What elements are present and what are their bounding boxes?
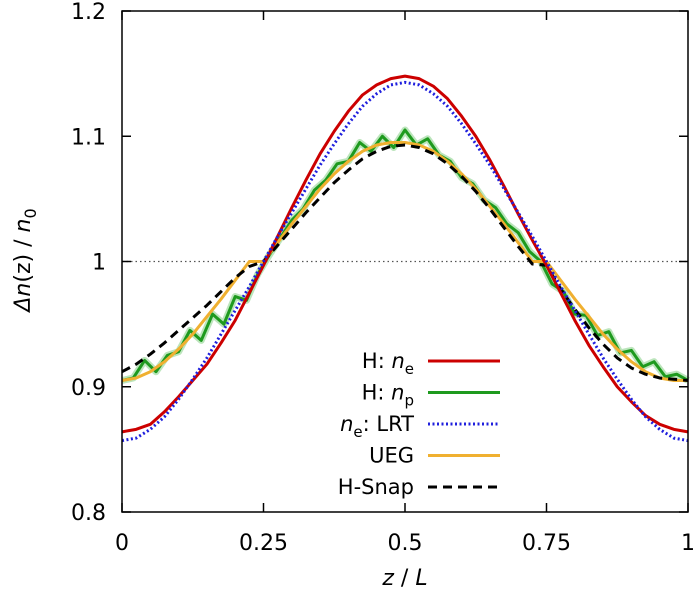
x-tick-label-0-5: 0.5	[388, 531, 423, 556]
y-axis-label-mid: (z) /	[11, 233, 36, 283]
x-tick-label-1: 1	[681, 531, 695, 556]
x-axis-label-var: z	[381, 566, 394, 591]
x-tick-label-0: 0	[115, 531, 129, 556]
legend-label-text: H:	[362, 349, 392, 373]
y-axis-label-delta: Δ	[11, 297, 36, 314]
legend-label-sub: e	[405, 360, 414, 378]
legend-label-suffix: : LRT	[363, 412, 415, 436]
y-tick-label-0-9: 0.9	[71, 376, 106, 401]
series-band-h-np	[121, 126, 690, 384]
series-line-ne-lrt	[121, 80, 689, 443]
series-line-h-np	[121, 128, 689, 382]
legend-label-sub: p	[404, 392, 414, 410]
tick-layer: 0 0.25 0.5 0.75 1 0.8 0.9 1 1.1 1.2	[71, 0, 695, 556]
y-axis-label-sub: 0	[21, 208, 40, 218]
legend-label-text: H-Snap	[338, 475, 414, 499]
legend-label-h-snap: H-Snap	[338, 475, 414, 499]
legend-label-text: H:	[362, 381, 392, 405]
y-tick-label-1-1: 1.1	[71, 125, 106, 150]
legend-label-ne-lrt: ne: LRT	[340, 412, 414, 441]
series-line-h-ne	[121, 74, 689, 434]
y-tick-label-1: 1	[92, 251, 106, 276]
x-axis-label-sep: /	[394, 566, 415, 591]
plot-frame	[121, 10, 689, 513]
y-axis-label: Δn(z) / n0	[11, 208, 40, 313]
y-axis-label-var: n	[11, 283, 36, 297]
legend-label-var: n	[340, 412, 353, 436]
legend-label-h-ne: H: ne	[362, 349, 414, 378]
legend-label-sub: e	[353, 423, 362, 441]
y-axis-label-var2: n	[11, 219, 36, 233]
x-tick-label-0-25: 0.25	[239, 531, 288, 556]
legend-label-var: n	[391, 349, 404, 373]
y-tick-label-0-8: 0.8	[71, 501, 106, 526]
legend-label-h-np: H: np	[362, 381, 414, 410]
series-line-h-snap	[121, 143, 689, 382]
legend-label-text: UEG	[369, 444, 414, 468]
x-axis-label-var2: L	[415, 566, 427, 591]
x-axis-label: z / L	[381, 566, 427, 591]
legend-label-ueg: UEG	[369, 444, 414, 468]
series-layer	[121, 74, 690, 443]
x-tick-label-0-75: 0.75	[522, 531, 571, 556]
series-line-ueg	[121, 141, 688, 382]
y-tick-label-1-2: 1.2	[71, 0, 106, 25]
legend-label-var: n	[391, 381, 404, 405]
